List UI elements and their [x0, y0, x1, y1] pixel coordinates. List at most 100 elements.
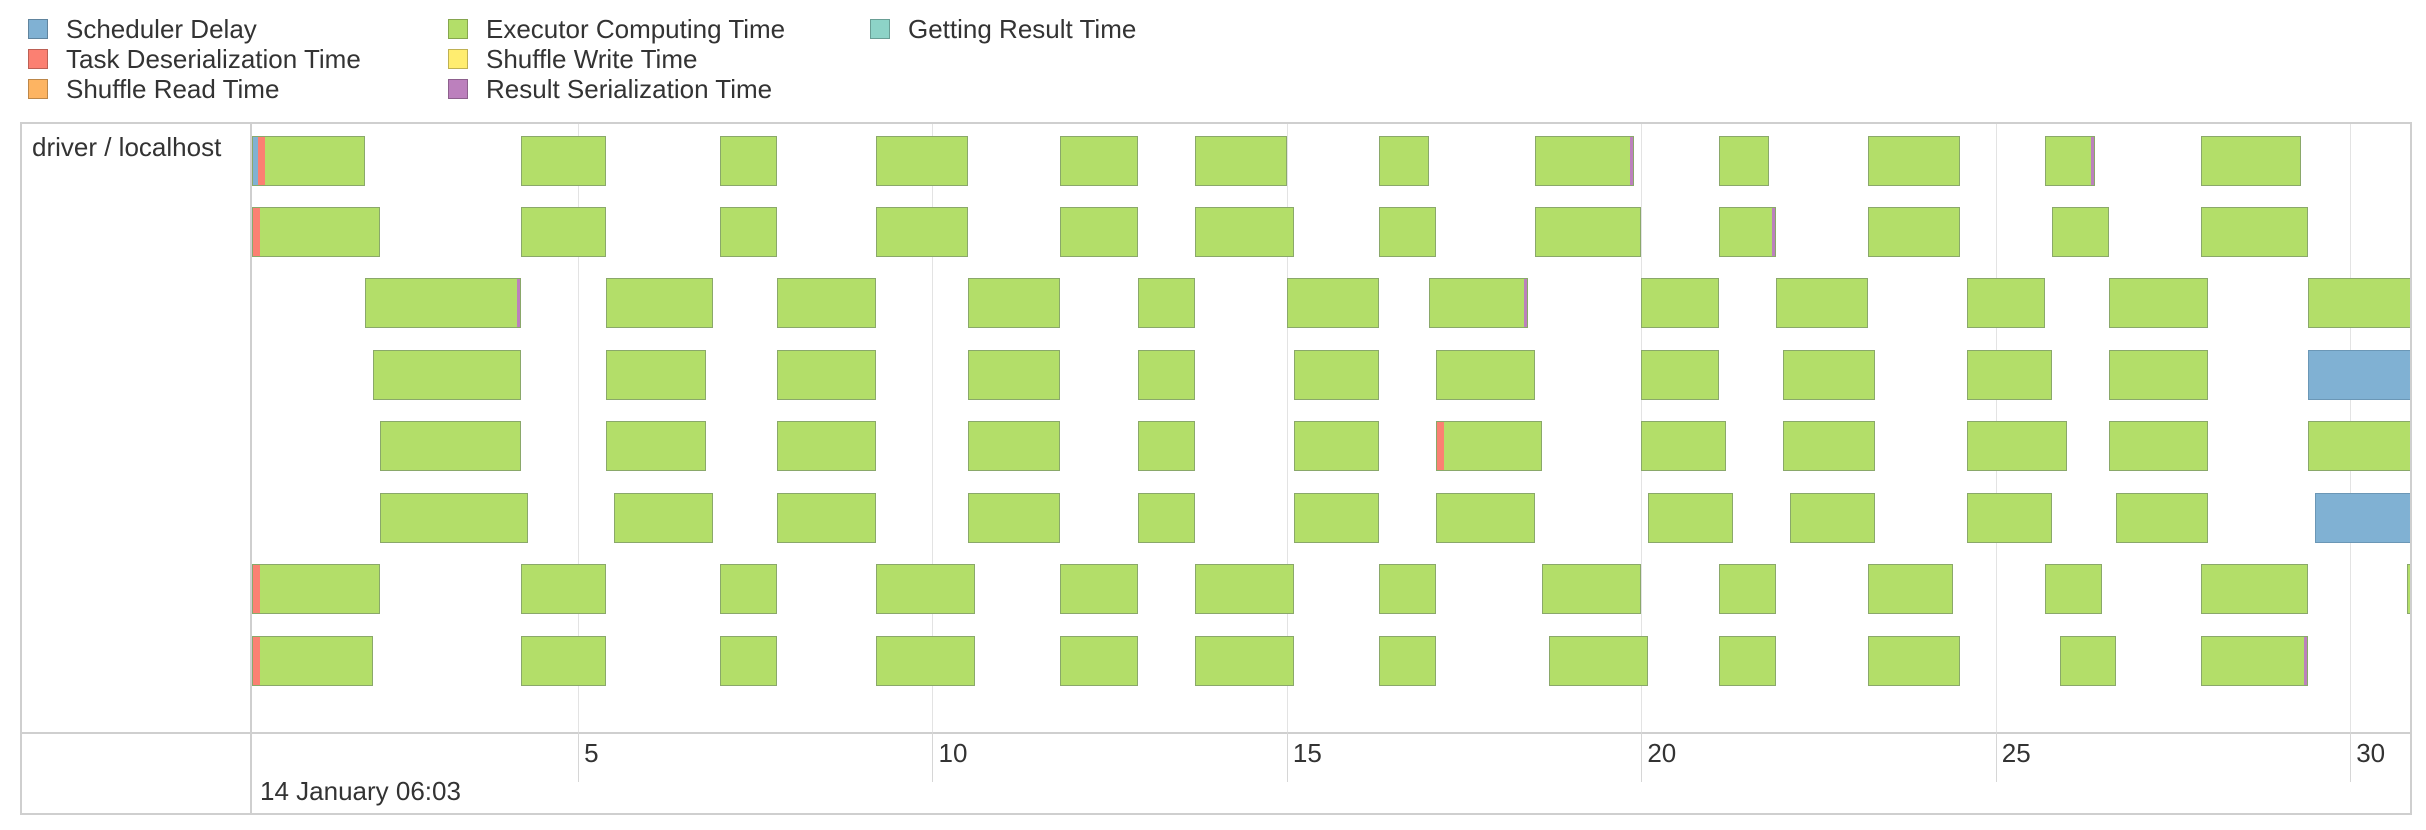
task-bar[interactable] [1428, 278, 1528, 328]
task-bar[interactable] [1783, 350, 1876, 400]
task-bar[interactable] [1648, 493, 1734, 543]
task-bar[interactable] [1286, 278, 1380, 328]
task-bar[interactable] [1549, 636, 1649, 686]
task-bar[interactable] [1641, 421, 1727, 471]
task-bar[interactable] [252, 207, 380, 257]
task-bar[interactable] [1194, 136, 1287, 186]
task-bar[interactable] [1194, 207, 1294, 257]
task-bar[interactable] [2045, 564, 2103, 614]
task-bar[interactable] [1641, 278, 1720, 328]
task-bar[interactable] [776, 350, 876, 400]
task-bar[interactable] [2109, 350, 2209, 400]
task-bar[interactable] [2201, 207, 2308, 257]
task-bar[interactable] [1379, 564, 1436, 614]
task-bar[interactable] [1719, 564, 1777, 614]
task-bar[interactable] [1379, 136, 1429, 186]
task-bar[interactable] [1060, 136, 1139, 186]
task-bar[interactable] [1719, 136, 1769, 186]
task-bar[interactable] [719, 564, 777, 614]
task-bar[interactable] [379, 493, 529, 543]
task-bar[interactable] [776, 493, 876, 543]
task-bar[interactable] [606, 350, 706, 400]
task-bar[interactable] [967, 493, 1061, 543]
task-bar[interactable] [521, 564, 607, 614]
task-bar[interactable] [521, 207, 607, 257]
timeline-plot-area[interactable]: 14 January 06:03 5 10 15 20 25 30 [252, 124, 2410, 813]
task-bar[interactable] [875, 564, 976, 614]
task-bar[interactable] [2052, 207, 2110, 257]
task-bar[interactable] [1435, 421, 1543, 471]
task-bar[interactable] [1294, 421, 1380, 471]
task-bar[interactable] [2201, 564, 2308, 614]
task-bar[interactable] [1194, 564, 1294, 614]
task-bar[interactable] [1868, 564, 1954, 614]
task-bar[interactable] [2307, 278, 2410, 328]
task-bar[interactable] [1060, 207, 1139, 257]
task-bar[interactable] [252, 636, 373, 686]
task-bar[interactable] [967, 350, 1061, 400]
task-bar[interactable] [1138, 278, 1195, 328]
task-bar[interactable] [1535, 207, 1642, 257]
task-bar[interactable] [613, 493, 713, 543]
legend-item-executor-computing-time: Executor Computing Time [448, 14, 785, 44]
task-bar[interactable] [1967, 350, 2053, 400]
task-bar[interactable] [1868, 136, 1961, 186]
task-bar[interactable] [719, 636, 777, 686]
task-bar[interactable] [2314, 493, 2410, 543]
task-bar[interactable] [2109, 421, 2209, 471]
task-bar[interactable] [1138, 493, 1195, 543]
task-bar[interactable] [1060, 636, 1139, 686]
task-bar[interactable] [719, 207, 777, 257]
task-bar[interactable] [1294, 493, 1380, 543]
task-bar[interactable] [2201, 636, 2308, 686]
task-bar[interactable] [1138, 421, 1195, 471]
task-bar[interactable] [1641, 350, 1720, 400]
task-bar[interactable] [967, 278, 1061, 328]
task-bar[interactable] [1060, 564, 1139, 614]
task-bar[interactable] [2201, 136, 2301, 186]
task-bar[interactable] [2406, 564, 2410, 614]
task-bar[interactable] [1719, 207, 1777, 257]
task-bar[interactable] [2116, 493, 2209, 543]
task-bar[interactable] [1379, 207, 1436, 257]
task-bar[interactable] [521, 636, 607, 686]
task-bar[interactable] [606, 278, 713, 328]
task-bar[interactable] [776, 421, 876, 471]
task-bar[interactable] [1776, 278, 1869, 328]
task-bar[interactable] [1790, 493, 1876, 543]
task-bar[interactable] [372, 350, 522, 400]
task-bar[interactable] [875, 136, 968, 186]
task-bar[interactable] [1783, 421, 1876, 471]
task-bar[interactable] [1435, 350, 1536, 400]
task-bar[interactable] [1138, 350, 1195, 400]
task-bar[interactable] [1435, 493, 1536, 543]
task-bar[interactable] [521, 136, 607, 186]
task-bar[interactable] [2045, 136, 2095, 186]
task-bar[interactable] [1967, 421, 2067, 471]
task-bar[interactable] [2307, 421, 2410, 471]
task-bar[interactable] [1719, 636, 1777, 686]
task-bar[interactable] [1379, 636, 1436, 686]
task-bar[interactable] [606, 421, 706, 471]
task-bar[interactable] [1294, 350, 1380, 400]
task-bar[interactable] [365, 278, 522, 328]
task-bar[interactable] [1967, 493, 2053, 543]
task-bar[interactable] [252, 136, 366, 186]
task-bar[interactable] [1535, 136, 1635, 186]
task-bar[interactable] [875, 636, 976, 686]
task-bar[interactable] [719, 136, 777, 186]
task-bar[interactable] [2307, 350, 2410, 400]
task-bar[interactable] [1967, 278, 2046, 328]
task-bar[interactable] [776, 278, 876, 328]
task-bar[interactable] [1542, 564, 1642, 614]
task-bar[interactable] [252, 564, 380, 614]
task-bar[interactable] [1868, 636, 1961, 686]
task-bar[interactable] [875, 207, 968, 257]
task-bar[interactable] [1868, 207, 1961, 257]
task-bar[interactable] [1194, 636, 1294, 686]
task-bar[interactable] [2109, 278, 2209, 328]
task-bar[interactable] [967, 421, 1061, 471]
task-bar[interactable] [379, 421, 522, 471]
task-timeline[interactable]: driver / localhost 14 January 06:03 5 10 1… [20, 122, 2412, 815]
task-bar[interactable] [2059, 636, 2117, 686]
